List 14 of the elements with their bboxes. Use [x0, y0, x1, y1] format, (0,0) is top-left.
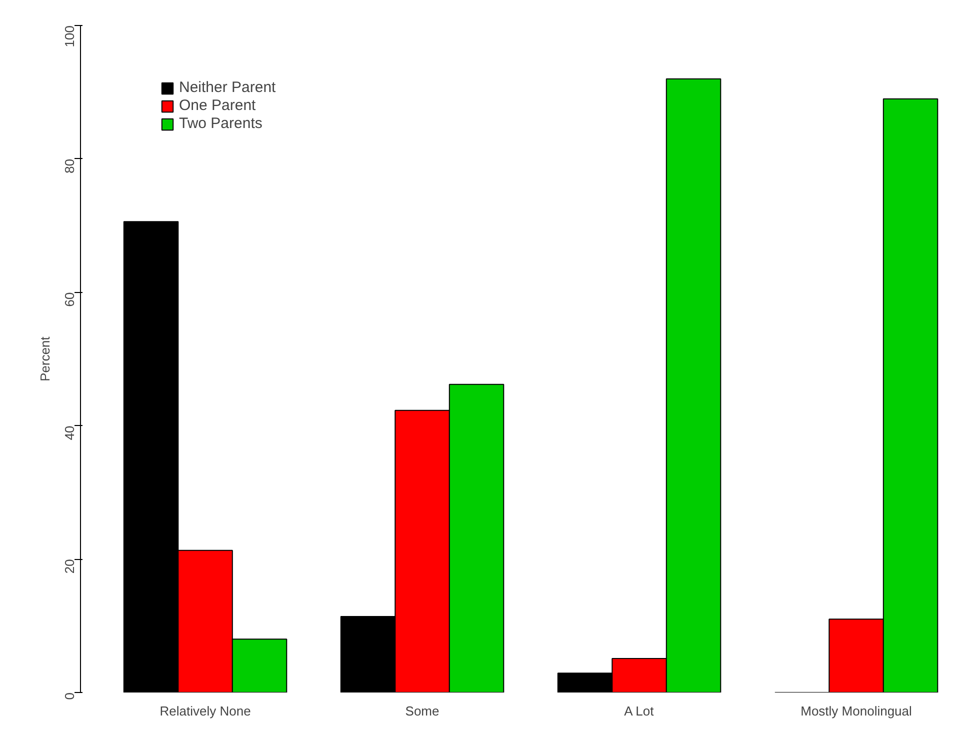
y-tick-label: 80	[62, 158, 77, 174]
y-tick-label: 40	[62, 426, 77, 440]
x-tick-label: A Lot	[624, 704, 654, 718]
y-tick-label: 60	[62, 292, 77, 307]
legend-label: Neither Parent	[179, 79, 276, 96]
x-tick-label: Some	[405, 704, 440, 718]
y-tick-label: 0	[62, 692, 77, 700]
y-axis-title: Percent	[38, 336, 52, 382]
y-tick-label: 100	[62, 25, 77, 48]
legend-label: One Parent	[179, 97, 256, 114]
x-tick-label: Relatively None	[160, 704, 251, 718]
legend-label: Two Parents	[179, 115, 262, 132]
y-tick-label: 20	[62, 559, 77, 574]
x-tick-label: Mostly Monolingual	[800, 704, 912, 718]
